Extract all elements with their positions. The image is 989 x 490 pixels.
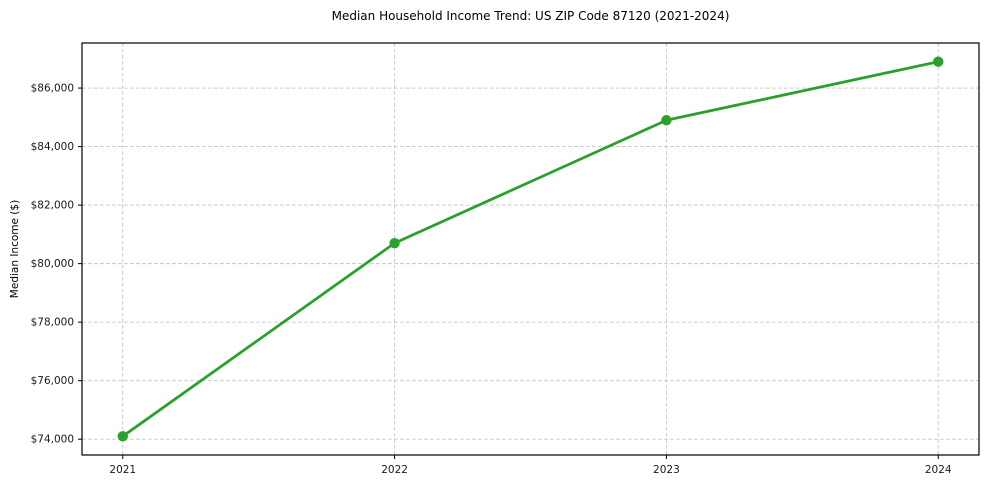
trend-line <box>121 60 940 438</box>
x-tick-label: 2021 <box>109 464 136 476</box>
y-tick-label: $74,000 <box>31 434 74 446</box>
x-tick-label: 2023 <box>653 464 680 476</box>
data-point-2022 <box>389 237 400 249</box>
x-tick-label: 2024 <box>925 464 952 476</box>
data-point-2021 <box>117 431 128 442</box>
y-tick-label: $76,000 <box>31 375 74 387</box>
y-tick-label: $82,000 <box>31 200 74 212</box>
chart-title: Median Household Income Trend: US ZIP Co… <box>331 9 730 23</box>
axis-spines <box>81 42 980 456</box>
y-tick-label: $86,000 <box>31 83 74 95</box>
y-tick-label: $78,000 <box>31 317 74 329</box>
x-tick-label: 2022 <box>381 464 408 476</box>
y-tick-label: $84,000 <box>31 141 74 153</box>
data-point-2024 <box>933 56 944 67</box>
data-point-2023 <box>661 115 672 126</box>
y-tick-label: $80,000 <box>31 258 74 270</box>
